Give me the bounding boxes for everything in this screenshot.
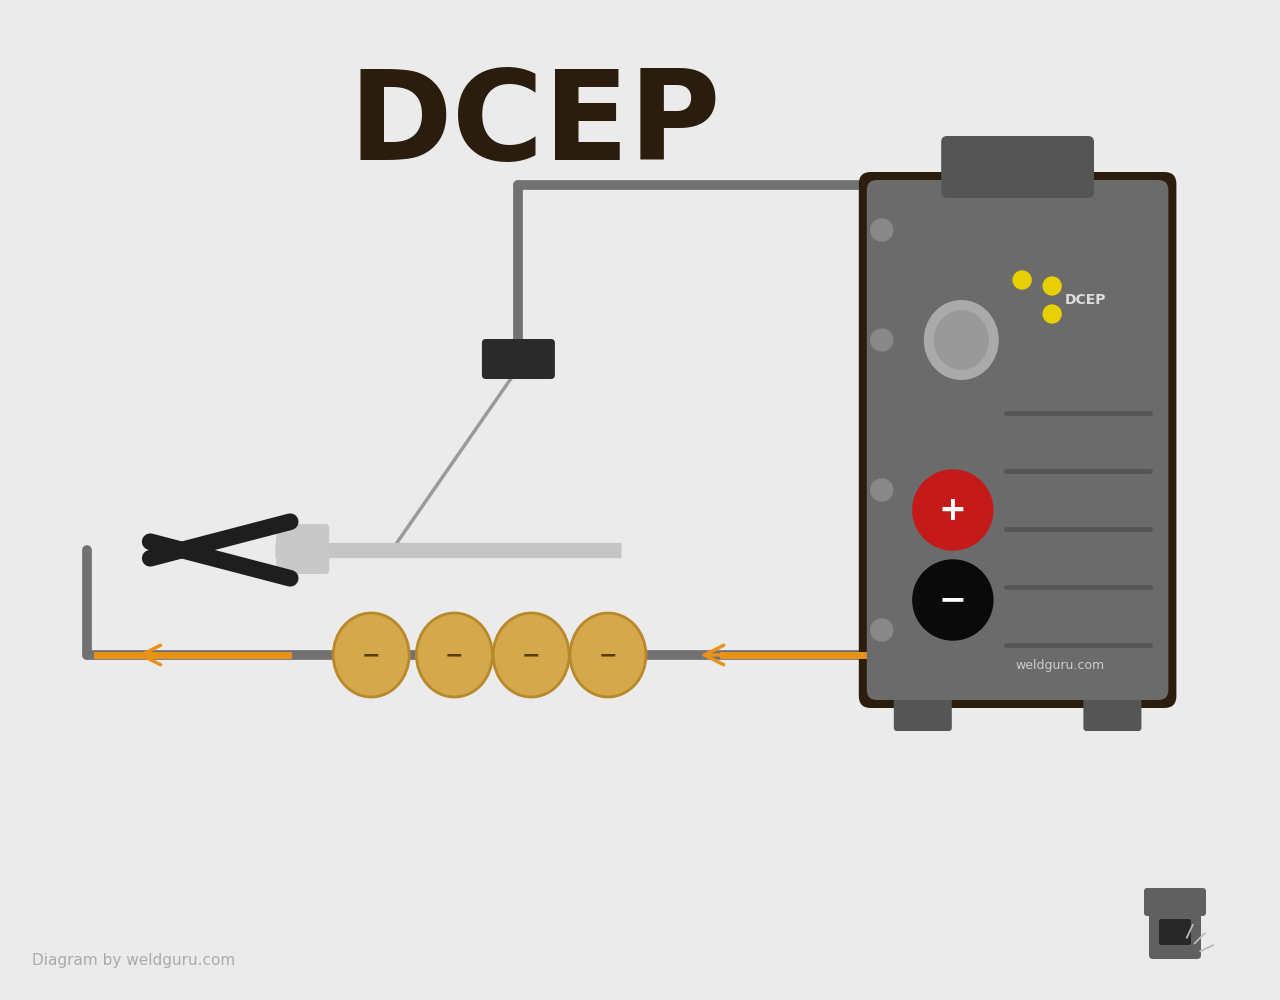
Circle shape [913, 560, 993, 640]
Circle shape [1014, 271, 1032, 289]
Text: −: − [362, 645, 380, 665]
FancyBboxPatch shape [1083, 682, 1142, 731]
Ellipse shape [924, 300, 998, 380]
Ellipse shape [493, 613, 570, 697]
FancyBboxPatch shape [1144, 888, 1206, 916]
Text: −: − [445, 645, 463, 665]
FancyBboxPatch shape [481, 339, 556, 379]
FancyBboxPatch shape [941, 136, 1094, 198]
Text: −: − [522, 645, 540, 665]
Ellipse shape [333, 613, 410, 697]
Circle shape [1043, 305, 1061, 323]
Circle shape [870, 479, 893, 501]
Ellipse shape [416, 613, 493, 697]
FancyBboxPatch shape [893, 682, 952, 731]
Circle shape [870, 329, 893, 351]
Text: −: − [938, 584, 966, 616]
Text: weldguru.com: weldguru.com [1015, 658, 1105, 672]
FancyBboxPatch shape [1158, 919, 1190, 945]
Circle shape [913, 470, 993, 550]
FancyBboxPatch shape [859, 172, 1176, 708]
Text: +: + [940, 493, 966, 526]
Text: −: − [599, 645, 617, 665]
Circle shape [1043, 277, 1061, 295]
Ellipse shape [934, 310, 988, 370]
Text: DCEP: DCEP [1065, 293, 1107, 307]
FancyBboxPatch shape [276, 524, 329, 574]
Ellipse shape [570, 613, 646, 697]
Circle shape [870, 619, 893, 641]
Circle shape [870, 219, 893, 241]
Text: DCEP: DCEP [348, 64, 721, 186]
FancyBboxPatch shape [1149, 905, 1201, 959]
Text: Diagram by weldguru.com: Diagram by weldguru.com [32, 952, 236, 968]
FancyBboxPatch shape [867, 180, 1169, 700]
